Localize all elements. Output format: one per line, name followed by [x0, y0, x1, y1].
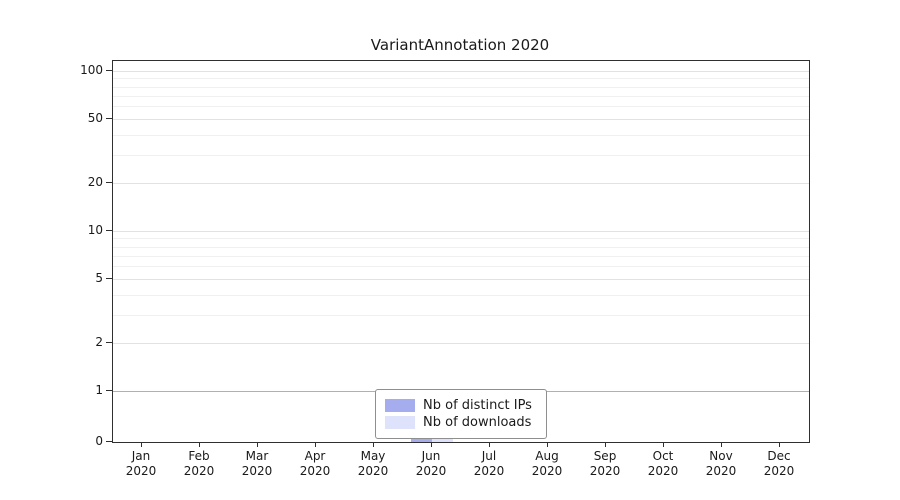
gridline-minor — [113, 294, 809, 296]
gridline-minor — [113, 86, 809, 88]
x-tick-label: Jan 2020 — [125, 449, 157, 478]
plot-area: Nb of distinct IPs Nb of downloads — [112, 60, 810, 443]
legend-label-distinct-ips: Nb of distinct IPs — [423, 398, 532, 413]
legend-row-downloads: Nb of downloads — [385, 415, 537, 430]
gridline-major — [113, 279, 809, 281]
x-tick-mark — [721, 442, 722, 447]
gridline-minor — [113, 106, 809, 108]
x-tick-label: Jul 2020 — [473, 449, 505, 478]
y-tick-label: 50 — [87, 111, 103, 126]
x-tick-mark — [315, 442, 316, 447]
y-tick-label: 20 — [87, 174, 103, 189]
legend-swatch-downloads — [385, 416, 415, 429]
x-tick-mark — [547, 442, 548, 447]
gridline-minor — [113, 314, 809, 316]
y-tick-mark — [106, 181, 112, 183]
y-tick-label: 5 — [95, 271, 103, 286]
y-tick-mark — [106, 230, 112, 231]
x-tick-label: Apr 2020 — [299, 449, 331, 478]
x-tick-label: Dec 2020 — [763, 449, 795, 478]
x-tick-mark — [489, 442, 490, 447]
y-tick-label: 100 — [80, 63, 103, 77]
x-tick-mark — [373, 442, 374, 447]
gridline-major — [113, 231, 809, 232]
x-tick-mark — [431, 442, 432, 447]
y-tick-mark — [106, 278, 112, 280]
y-tick-mark — [106, 118, 112, 120]
y-tick-label: 1 — [95, 383, 103, 397]
x-tick-label: May 2020 — [357, 449, 389, 478]
gridline-minor — [113, 238, 809, 240]
gridline-minor — [113, 134, 809, 136]
y-tick-mark — [106, 390, 112, 391]
x-tick-label: Oct 2020 — [647, 449, 679, 478]
gridline-minor — [113, 95, 809, 97]
gridline-minor — [113, 266, 809, 268]
legend: Nb of distinct IPs Nb of downloads — [375, 389, 547, 439]
y-tick-mark — [106, 70, 112, 71]
x-tick-mark — [257, 442, 258, 447]
x-tick-label: Nov 2020 — [705, 449, 737, 478]
legend-label-downloads: Nb of downloads — [423, 415, 532, 430]
x-tick-mark — [779, 442, 780, 447]
legend-row-distinct-ips: Nb of distinct IPs — [385, 398, 537, 413]
x-tick-mark — [605, 442, 606, 447]
x-tick-label: Aug 2020 — [531, 449, 563, 478]
x-tick-label: Feb 2020 — [183, 449, 215, 478]
y-tick-label: 0 — [95, 434, 103, 448]
y-tick-label: 10 — [87, 223, 103, 237]
gridline-major — [113, 182, 809, 184]
gridline-minor — [113, 154, 809, 156]
legend-swatch-distinct-ips — [385, 399, 415, 412]
y-tick-mark — [106, 441, 112, 442]
gridline-major — [113, 119, 809, 121]
x-tick-mark — [199, 442, 200, 447]
x-tick-label: Sep 2020 — [589, 449, 621, 478]
gridline-major — [113, 342, 809, 344]
x-tick-mark — [663, 442, 664, 447]
gridline-minor — [113, 255, 809, 257]
chart-title: VariantAnnotation 2020 — [370, 36, 550, 54]
gridline-major — [113, 71, 809, 72]
x-tick-label: Mar 2020 — [241, 449, 273, 478]
x-tick-mark — [141, 442, 142, 447]
y-tick-mark — [106, 341, 112, 343]
y-tick-label: 2 — [95, 334, 103, 349]
x-tick-label: Jun 2020 — [415, 449, 447, 478]
gridline-minor — [113, 246, 809, 248]
gridline-minor — [113, 78, 809, 80]
